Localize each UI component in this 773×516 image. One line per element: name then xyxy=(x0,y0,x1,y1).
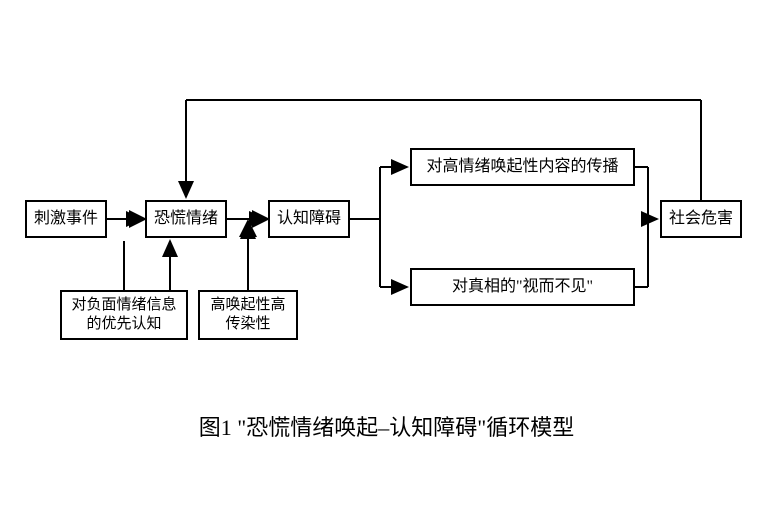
node-negative-priority-label: 对负面情绪信息的优先认知 xyxy=(70,296,178,335)
node-cognitive-label: 认知障碍 xyxy=(277,209,341,230)
node-spread-high: 对高情绪唤起性内容的传播 xyxy=(410,148,635,186)
node-social-harm-label: 社会危害 xyxy=(669,209,733,230)
node-blind-truth: 对真相的"视而不见" xyxy=(410,268,635,306)
flowchart-diagram: 刺激事件 恐慌情绪 认知障碍 对负面情绪信息的优先认知 高唤起性高传染性 对高情… xyxy=(0,0,773,516)
node-stimulus: 刺激事件 xyxy=(25,200,107,238)
node-panic: 恐慌情绪 xyxy=(145,200,227,238)
node-panic-label: 恐慌情绪 xyxy=(154,209,218,230)
node-spread-high-label: 对高情绪唤起性内容的传播 xyxy=(426,157,618,178)
node-blind-truth-label: 对真相的"视而不见" xyxy=(452,277,593,298)
figure-caption-text: 图1 "恐慌情绪唤起–认知障碍"循环模型 xyxy=(199,415,574,440)
node-stimulus-label: 刺激事件 xyxy=(34,209,98,230)
node-high-arousal-contagion-label: 高唤起性高传染性 xyxy=(208,296,288,335)
node-cognitive: 认知障碍 xyxy=(268,200,350,238)
node-negative-priority: 对负面情绪信息的优先认知 xyxy=(60,290,188,340)
node-social-harm: 社会危害 xyxy=(660,200,742,238)
node-high-arousal-contagion: 高唤起性高传染性 xyxy=(198,290,298,340)
figure-caption: 图1 "恐慌情绪唤起–认知障碍"循环模型 xyxy=(0,410,773,442)
